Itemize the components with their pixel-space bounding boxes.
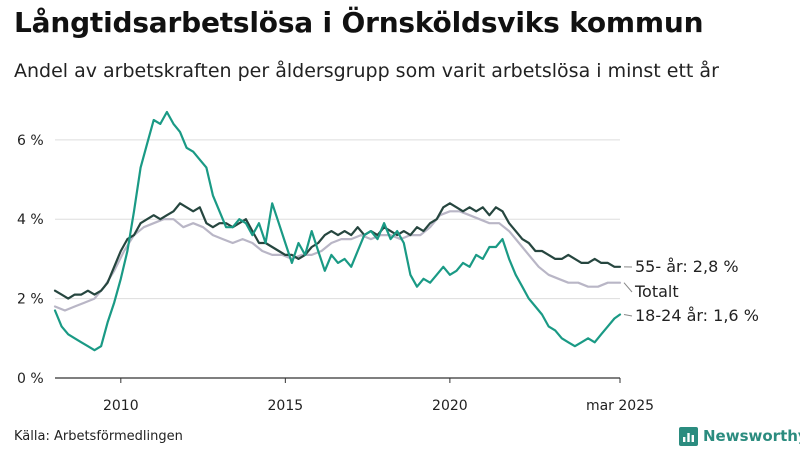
y-tick-label: 0 %	[17, 371, 44, 387]
y-axis-ticks: 0 % 2 % 4 % 6 %	[17, 133, 44, 387]
series-line-total	[53, 210, 622, 312]
source-note: Källa: Arbetsförmedlingen	[14, 429, 183, 444]
line-chart: 0 % 2 % 4 % 6 % 2010 2015 2020 mar 2025 Totalt…	[17, 110, 759, 414]
y-tick-label: 6 %	[17, 133, 44, 149]
x-tick-label: 2010	[103, 398, 139, 414]
chart-subtitle: Andel av arbetskraften per åldersgrupp s…	[14, 60, 719, 82]
x-tick-label: mar 2025	[586, 398, 654, 414]
x-axis-ticks: 2010 2015 2020 mar 2025	[103, 378, 654, 414]
series-line-age55plus	[53, 202, 622, 300]
brand-name: Newsworthy	[703, 427, 800, 445]
chart-title: Långtidsarbetslösa i Örnsköldsviks kommu…	[14, 6, 704, 39]
series-line-age18_24	[53, 110, 622, 352]
x-tick-label: 2015	[268, 398, 304, 414]
y-tick-label: 2 %	[17, 292, 44, 308]
brand-logo[interactable]: Newsworthy	[679, 426, 800, 446]
series-lines	[53, 110, 622, 352]
label-connector	[623, 282, 633, 293]
y-tick-label: 4 %	[17, 212, 44, 228]
series-end-labels: Totalt 55- år: 2,8 % 18-24 år: 1,6 %	[623, 257, 759, 325]
label-connector	[623, 313, 633, 317]
newsworthy-chart-icon	[679, 426, 698, 446]
series-end-label: 18-24 år: 1,6 %	[635, 306, 759, 325]
x-tick-label: 2020	[432, 398, 468, 414]
series-end-label: 55- år: 2,8 %	[635, 257, 739, 276]
series-end-label: Totalt	[634, 282, 679, 301]
